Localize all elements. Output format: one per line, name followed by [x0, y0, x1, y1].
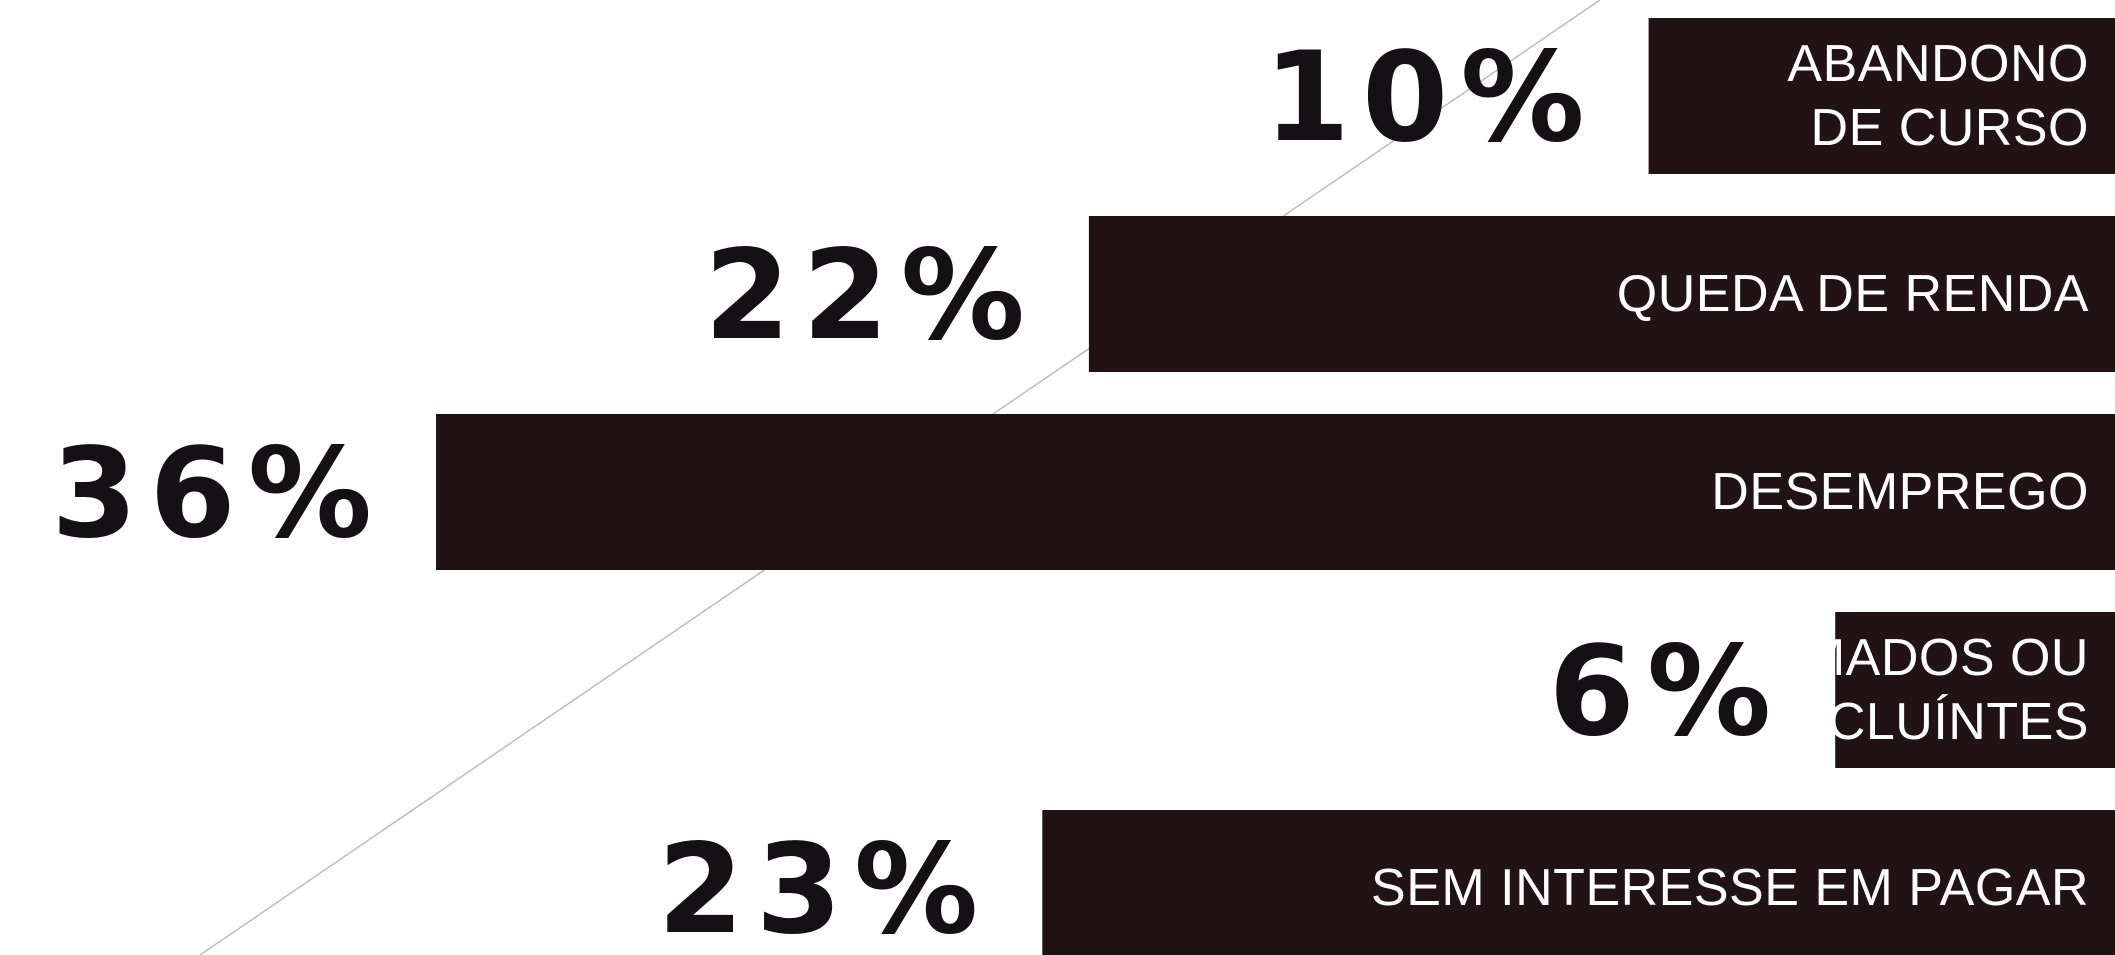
bar-1 — [1648, 18, 2115, 174]
bar-4-category-label-line-1: FORMADOS OU — [1691, 629, 2089, 687]
bar-1-value-label: 10% — [1264, 26, 1597, 170]
bar-2-value-label: 22% — [704, 224, 1037, 368]
bar-4-value-label: 6% — [1549, 620, 1784, 764]
bar-5-value-label: 23% — [657, 818, 990, 955]
bar-5 — [1042, 810, 2115, 955]
bar-3-value-label: 36% — [51, 422, 384, 566]
bar-3-category-label: DESEMPREGO — [1711, 463, 2089, 521]
bars-group: ABANDONO DE CURSO 10% QUEDA DE RENDA 22% DESE… — [51, 18, 2115, 955]
bar-4-category-label-line-2: CONCLUÍNTES — [1711, 693, 2089, 751]
bar-4 — [1835, 612, 2115, 768]
bar-2-category-label: QUEDA DE RENDA — [1617, 265, 2089, 323]
bar-2 — [1088, 216, 2115, 372]
bar-3 — [436, 414, 2115, 570]
bar-1-category-label-line-1: ABANDONO — [1787, 35, 2089, 93]
bar-5-category-label: SEM INTERESSE EM PAGAR — [1371, 859, 2089, 917]
bar-1-category-label-line-2: DE CURSO — [1811, 99, 2089, 157]
